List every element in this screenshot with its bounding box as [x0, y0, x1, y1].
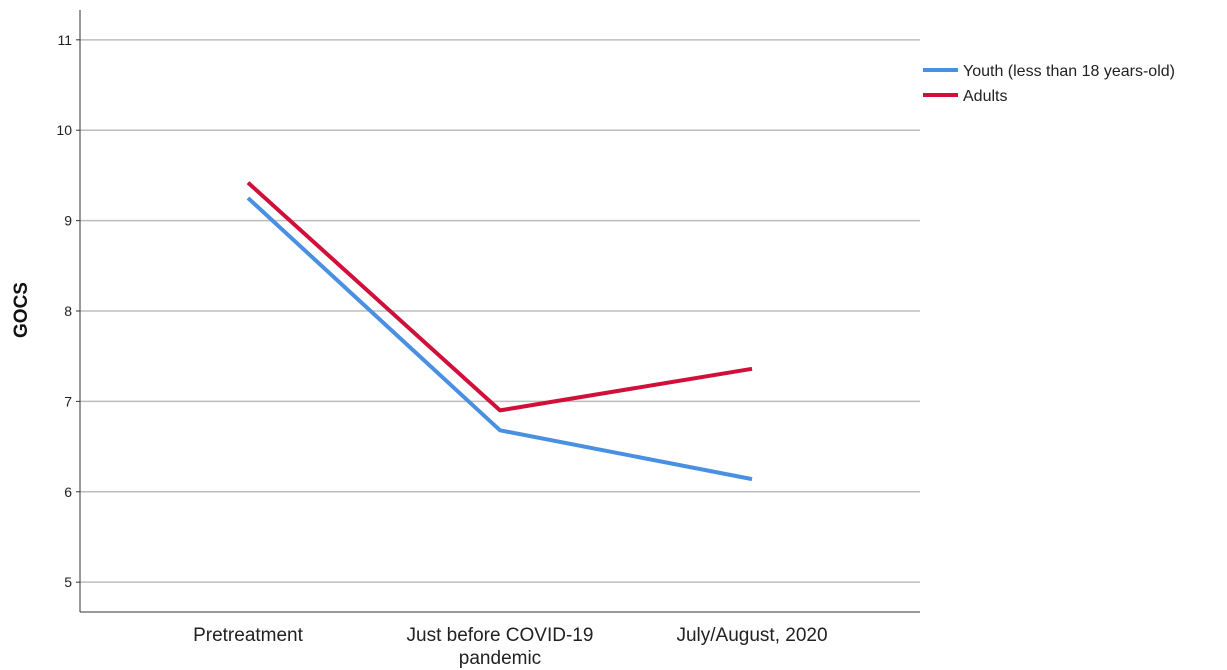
y-tick-label: 10 — [56, 122, 72, 138]
x-tick-label: pandemic — [459, 648, 541, 669]
x-tick-labels: Pretreatment Just before COVID-19pandemic… — [193, 625, 827, 669]
x-tick-label: Just before COVID-19 — [407, 625, 594, 646]
series-lines — [246, 181, 753, 482]
axes — [79, 10, 920, 613]
y-tick-label: 7 — [64, 393, 72, 409]
y-tick-labels: 5 6 7 8 9 10 11 — [56, 32, 72, 590]
series-line-1 — [246, 181, 753, 413]
y-tick-label: 6 — [64, 484, 72, 500]
y-tick-label: 8 — [64, 303, 72, 319]
legend-label: Adults — [963, 88, 1007, 105]
y-tick-label: 11 — [57, 32, 72, 48]
x-tick-label: July/August, 2020 — [676, 625, 827, 646]
legend-label: Youth (less than 18 years-old) — [963, 63, 1175, 80]
series-line-0 — [246, 196, 753, 482]
legend: Youth (less than 18 years-old) Adults — [923, 63, 1175, 105]
y-tick-label: 9 — [64, 213, 72, 229]
y-tick-label: 5 — [64, 574, 72, 590]
grid-lines — [76, 39, 920, 583]
y-axis-title: GOCS — [11, 282, 32, 338]
x-tick-label: Pretreatment — [193, 625, 304, 646]
